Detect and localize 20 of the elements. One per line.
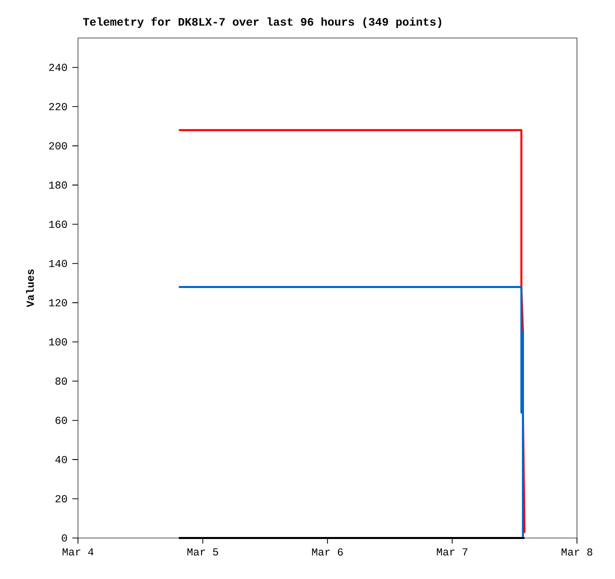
y-tick-label: 80 xyxy=(55,378,67,385)
x-tick-label: Mar 5 xyxy=(187,548,218,556)
y-tick-label: 220 xyxy=(49,103,67,110)
y-tick-label: 20 xyxy=(56,495,67,502)
y-tick-label: 180 xyxy=(49,181,67,189)
y-tick-label: 140 xyxy=(49,260,67,268)
y-axis-title: Values xyxy=(26,269,34,308)
y-tick-label: 120 xyxy=(49,299,67,306)
y-tick-label: 60 xyxy=(56,416,67,424)
y-tick-label: 200 xyxy=(49,142,67,150)
x-tick-label: Mar 6 xyxy=(312,548,343,556)
y-tick-label: 240 xyxy=(49,64,67,72)
x-tick-label: Mar 4 xyxy=(62,548,94,556)
y-tick-label: 0 xyxy=(62,534,67,542)
y-tick-label: 100 xyxy=(49,338,67,346)
x-tick-label: Mar 8 xyxy=(562,548,592,556)
y-tick-label: 40 xyxy=(55,456,67,464)
y-tick-label: 160 xyxy=(49,220,67,228)
chart-title: Telemetry for DK8LX-7 over last 96 hours (349 points) xyxy=(83,17,442,28)
x-tick-label: Mar 7 xyxy=(436,548,468,556)
